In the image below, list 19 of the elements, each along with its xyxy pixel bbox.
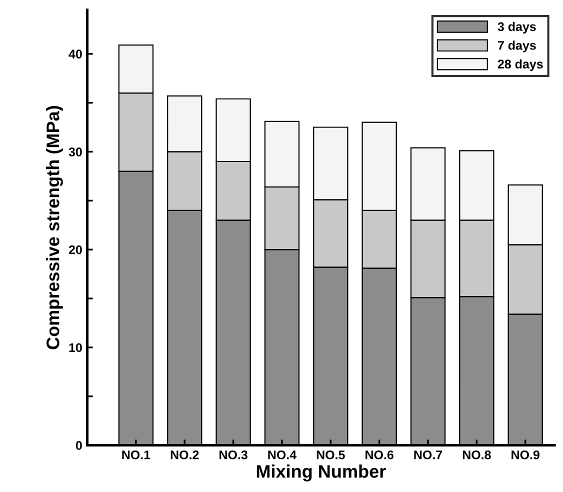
y-tick-label: 0 xyxy=(76,441,82,450)
legend-label: 28 days xyxy=(498,59,543,71)
x-tick-label: NO.2 xyxy=(170,450,199,460)
x-tick-label: NO.6 xyxy=(366,450,394,460)
x-tick-label: NO.5 xyxy=(316,450,345,460)
x-tick-label: NO.9 xyxy=(512,450,540,460)
x-tick-label: NO.7 xyxy=(414,450,442,460)
y-tick-label: 30 xyxy=(68,148,82,156)
y-tick-label: 10 xyxy=(69,343,82,352)
y-axis-title: Compressive strength (MPa) xyxy=(46,106,63,350)
y-tick-label: 40 xyxy=(68,50,82,59)
legend-label: 7 days xyxy=(498,40,536,52)
x-tick-label: NO.3 xyxy=(220,450,248,460)
x-tick-label: NO.1 xyxy=(122,450,150,460)
y-tick-label: 20 xyxy=(68,245,82,254)
legend-label: 3 days xyxy=(498,22,536,34)
x-tick-label: NO.4 xyxy=(268,450,296,460)
x-axis-title: Mixing Number xyxy=(256,464,386,482)
x-tick-label: NO.8 xyxy=(462,450,491,460)
